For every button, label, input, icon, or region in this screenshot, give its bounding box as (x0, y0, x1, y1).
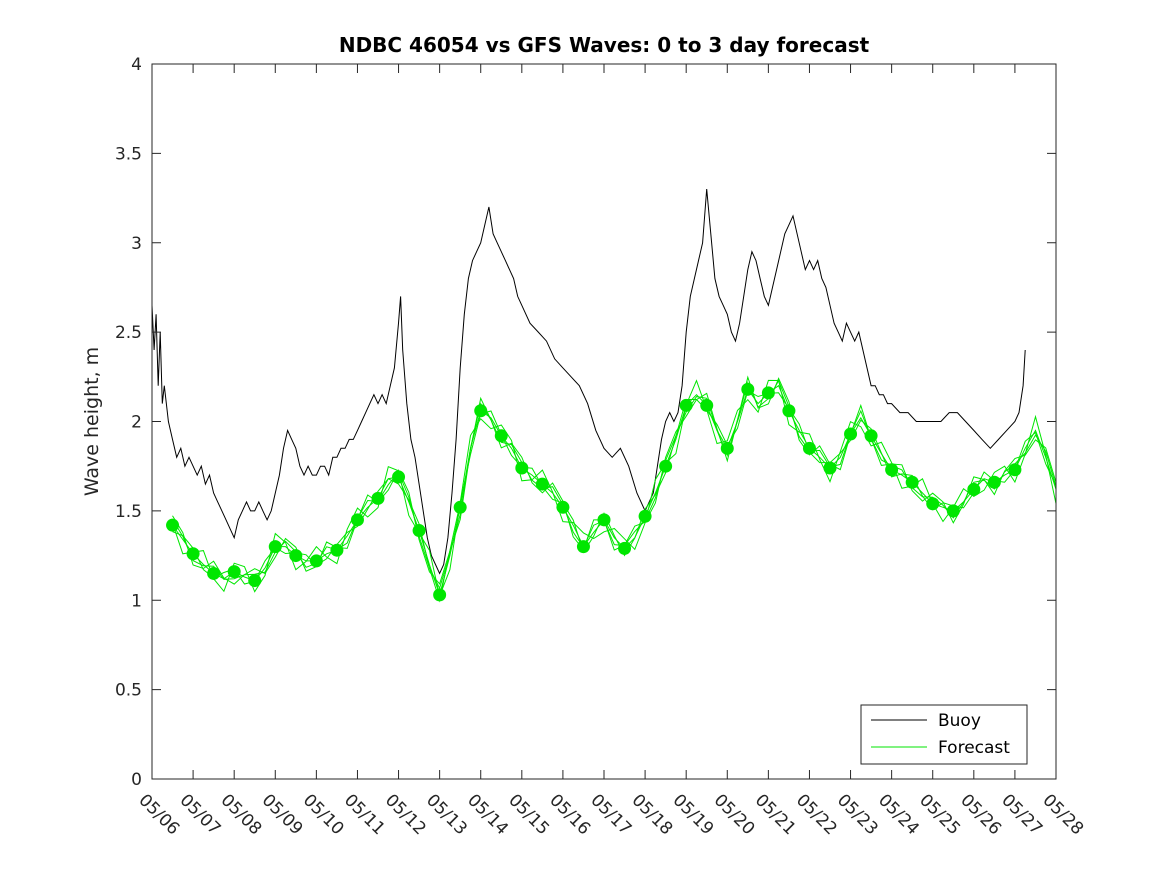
legend: Buoy Forecast (860, 704, 1028, 765)
y-tick-label: 0.5 (115, 681, 142, 701)
y-tick-label: 2 (131, 413, 142, 433)
y-tick-label: 2.5 (115, 323, 142, 343)
forecast-marker (289, 549, 303, 563)
forecast-marker (453, 500, 467, 514)
forecast-marker (782, 404, 796, 418)
forecast-marker (535, 477, 549, 491)
forecast-marker (371, 491, 385, 505)
y-tick-label: 0 (131, 770, 142, 790)
plot-area (152, 189, 1056, 603)
forecast-marker (761, 386, 775, 400)
plot-series-group (152, 189, 1056, 603)
forecast-marker (659, 459, 673, 473)
forecast-marker (638, 509, 652, 523)
forecast-marker (987, 475, 1001, 489)
forecast-marker (330, 543, 344, 557)
legend-box (860, 704, 1028, 765)
forecast-marker (186, 547, 200, 561)
y-tick-label: 1.5 (115, 502, 142, 522)
forecast-marker (844, 427, 858, 441)
forecast-marker (350, 513, 364, 527)
forecast-marker (802, 441, 816, 455)
forecast-marker (248, 574, 262, 588)
forecast-marker (823, 461, 837, 475)
forecast-marker (433, 588, 447, 602)
forecast-marker (494, 429, 508, 443)
forecast-marker (618, 541, 632, 555)
forecast-marker (309, 554, 323, 568)
y-tick-label: 3.5 (115, 144, 142, 164)
forecast-marker (412, 524, 426, 538)
forecast-marker (864, 429, 878, 443)
forecast-marker (946, 504, 960, 518)
y-axis-label: Wave height, m (81, 347, 103, 496)
forecast-marker (515, 461, 529, 475)
forecast-marker (597, 513, 611, 527)
forecast-marker (967, 482, 981, 496)
forecast-marker (166, 518, 180, 532)
legend-buoy-label: Buoy (938, 711, 981, 731)
forecast-marker (576, 540, 590, 554)
y-tick-label: 3 (131, 234, 142, 254)
y-tick-label: 1 (131, 591, 142, 611)
forecast-marker (741, 382, 755, 396)
forecast-marker (268, 540, 282, 554)
forecast-marker (885, 463, 899, 477)
forecast-marker (474, 404, 488, 418)
forecast-marker (207, 566, 221, 580)
forecast-marker (556, 500, 570, 514)
forecast-marker (227, 565, 241, 579)
forecast-marker (392, 470, 406, 484)
buoy-series-line (152, 189, 1026, 575)
chart-title: NDBC 46054 vs GFS Waves: 0 to 3 day fore… (339, 33, 870, 57)
legend-forecast-label: Forecast (938, 738, 1010, 758)
forecast-marker (679, 398, 693, 412)
forecast-marker (1008, 463, 1022, 477)
forecast-marker (720, 441, 734, 455)
y-tick-label: 4 (131, 55, 142, 75)
forecast-marker (905, 475, 919, 489)
forecast-marker (700, 398, 714, 412)
forecast-marker (926, 497, 940, 511)
